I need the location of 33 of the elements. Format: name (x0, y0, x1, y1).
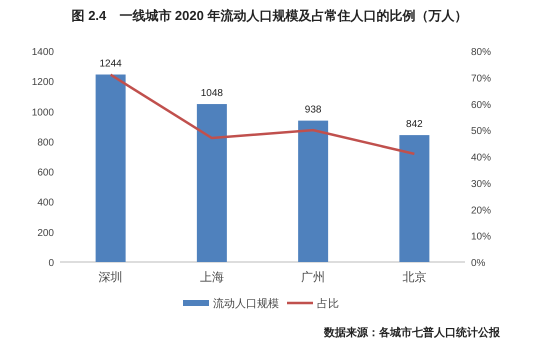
y-tick-label: 400 (37, 198, 54, 209)
y2-tick-label: 60% (471, 100, 492, 111)
y-tick-label: 200 (37, 228, 54, 239)
y2-tick-label: 20% (471, 205, 492, 216)
y2-tick-label: 70% (471, 73, 492, 84)
x-tick-label: 上海 (200, 270, 224, 284)
y-tick-label: 1200 (32, 77, 54, 88)
y2-tick-label: 0% (471, 258, 486, 269)
text: 1244 (100, 58, 122, 70)
legend-label: 流动人口规模 (213, 297, 279, 310)
text: 1048 (200, 88, 223, 100)
bar (196, 104, 227, 262)
y2-tick-label: 80% (471, 47, 492, 58)
bar (298, 120, 328, 262)
y-tick-label: 1000 (32, 107, 54, 118)
y-tick-label: 600 (37, 168, 54, 179)
chart-title: 图 2.4 一线城市 2020 年流动人口规模及占常住人口的比例（万人） (72, 8, 468, 23)
bar (399, 135, 430, 262)
y-tick-label: 0 (48, 258, 54, 269)
bar (96, 74, 126, 262)
text: 842 (406, 119, 423, 130)
x-tick-label: 北京 (402, 270, 426, 284)
y2-tick-label: 10% (471, 232, 492, 243)
y-tick-label: 800 (37, 137, 54, 148)
text: 938 (304, 104, 322, 116)
y-tick-label: 1400 (32, 47, 54, 58)
y2-tick-label: 30% (471, 178, 492, 190)
y2-tick-label: 40% (471, 152, 492, 164)
legend-label: 占比 (317, 297, 339, 310)
source-note: 数据来源：各城市七普人口统计公报 (323, 326, 501, 339)
x-tick-label: 广州 (301, 270, 326, 284)
y2-tick-label: 50% (471, 126, 492, 138)
x-tick-label: 深圳 (98, 270, 123, 284)
